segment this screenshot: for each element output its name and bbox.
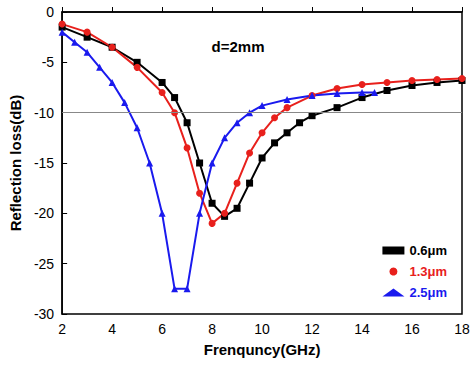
svg-text:Reflection loss(dB): Reflection loss(dB)	[7, 95, 24, 232]
svg-text:2.5μm: 2.5μm	[409, 285, 447, 300]
svg-text:-10: -10	[34, 105, 54, 121]
svg-text:-30: -30	[34, 306, 54, 322]
svg-text:6: 6	[158, 321, 166, 337]
svg-text:12: 12	[304, 321, 320, 337]
svg-text:8: 8	[208, 321, 216, 337]
svg-text:14: 14	[354, 321, 370, 337]
svg-text:-5: -5	[42, 54, 55, 70]
svg-text:4: 4	[108, 321, 116, 337]
svg-text:0: 0	[46, 4, 54, 20]
svg-text:-20: -20	[34, 205, 54, 221]
svg-text:2: 2	[58, 321, 66, 337]
svg-text:-25: -25	[34, 256, 54, 272]
svg-text:d=2mm: d=2mm	[212, 38, 265, 55]
svg-text:18: 18	[454, 321, 470, 337]
svg-text:-15: -15	[34, 155, 54, 171]
svg-text:10: 10	[254, 321, 270, 337]
svg-text:Frenquncy(GHz): Frenquncy(GHz)	[204, 341, 321, 358]
svg-text:0.6μm: 0.6μm	[409, 243, 447, 258]
svg-text:16: 16	[404, 321, 420, 337]
svg-text:1.3μm: 1.3μm	[409, 264, 447, 279]
